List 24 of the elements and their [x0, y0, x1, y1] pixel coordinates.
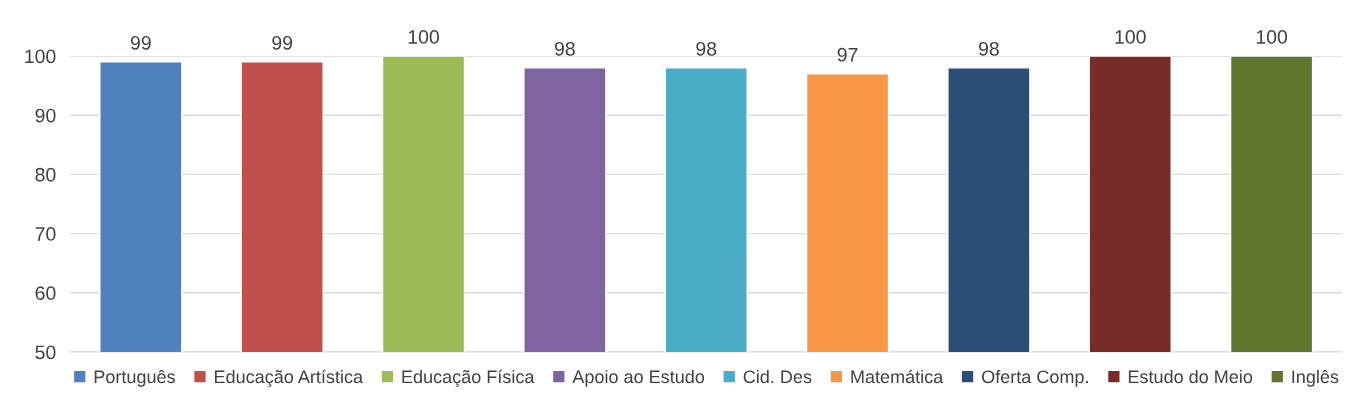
y-tick-label: 50	[35, 345, 56, 360]
legend-label: Matemática	[851, 369, 944, 384]
legend-label: Cid. Des	[743, 369, 812, 384]
data-label: 98	[978, 41, 999, 56]
legend-label: Inglês	[1292, 369, 1339, 387]
data-label: 97	[837, 47, 858, 62]
legend-label: Oferta Comp.	[982, 369, 1088, 387]
data-label: 98	[554, 41, 575, 56]
data-label: 100	[1256, 30, 1288, 44]
legend-label: Educação Artística	[214, 369, 364, 387]
y-tick-label: 90	[35, 108, 56, 123]
y-tick-label: 60	[35, 286, 56, 301]
data-label: 99	[130, 35, 151, 50]
legend-label: Português	[94, 369, 175, 387]
data-label: 100	[408, 30, 439, 44]
y-tick-label: 70	[35, 227, 56, 241]
data-label: 98	[696, 41, 717, 56]
legend-label: Estudo do Meio	[1128, 369, 1253, 384]
legend-label: Apoio ao Estudo	[572, 369, 705, 387]
data-label: 100	[1115, 30, 1146, 44]
y-tick-label: 100	[25, 49, 56, 64]
legend-label: Educação Física	[402, 369, 535, 387]
data-label: 99	[272, 35, 293, 50]
y-tick-label: 80	[35, 167, 56, 182]
